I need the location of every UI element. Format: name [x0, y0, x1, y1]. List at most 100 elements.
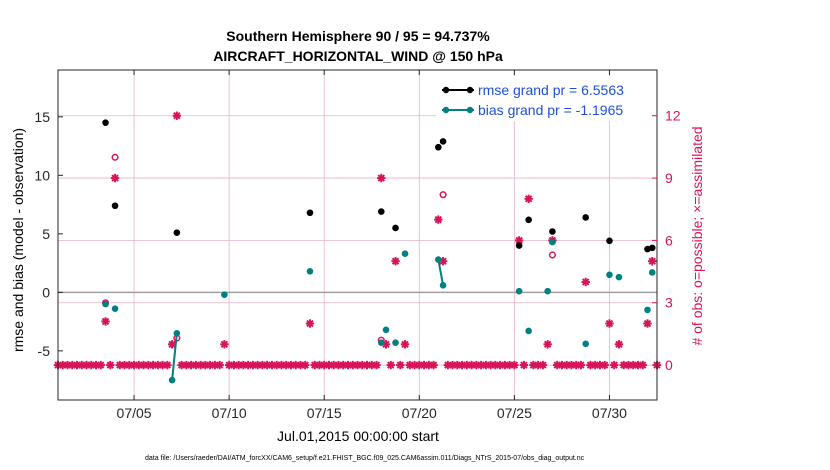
footnote: data file: /Users/raeder/DAI/ATM_forcXX/…	[145, 455, 585, 462]
bias-point	[102, 300, 109, 308]
assimilated-marker	[215, 360, 224, 370]
rmse-point	[439, 138, 447, 145]
bias-line-segment	[437, 259, 445, 286]
rmse-point	[549, 228, 556, 235]
rmse-point	[111, 202, 119, 210]
assimilated-marker	[106, 360, 115, 370]
assimilated-marker	[510, 360, 519, 370]
bias-point	[648, 269, 656, 276]
legend-bias-marker-right	[466, 106, 474, 114]
y-tick-label-right: 0	[665, 357, 673, 373]
rmse-point	[582, 214, 589, 221]
assimilated-marker	[377, 173, 386, 183]
rmse-point	[377, 208, 385, 215]
bias-point	[377, 339, 385, 346]
possible-marker	[111, 153, 119, 161]
x-axis-label: Jul.01,2015 00:00:00 start	[277, 428, 439, 444]
rmse-point	[306, 209, 314, 217]
rmse-point	[515, 242, 523, 249]
x-tick-label: 07/15	[307, 405, 342, 421]
bias-point	[515, 287, 523, 295]
legend-bias-marker-left	[442, 106, 450, 114]
bias-point	[168, 376, 176, 384]
assimilated-marker	[96, 360, 105, 370]
assimilated-marker	[429, 360, 438, 370]
bias-point	[401, 250, 409, 258]
bias-point	[544, 287, 551, 295]
assimilated-marker	[372, 360, 381, 370]
assimilated-marker	[163, 360, 172, 370]
rmse-point	[392, 224, 399, 232]
y-tick-label-left: 15	[34, 109, 50, 125]
bias-point	[582, 340, 589, 348]
legend-rmse-marker-right	[466, 86, 474, 94]
assimilated-marker	[524, 194, 533, 204]
y-tick-label-right: 6	[665, 232, 673, 248]
bias-line-segment	[171, 333, 178, 381]
chart-title-line2: AIRCRAFT_HORIZONTAL_WIND @ 150 hPa	[213, 48, 503, 64]
y-tick-label-left: -5	[38, 343, 51, 359]
y-tick-label-left: 0	[42, 284, 50, 300]
assimilated-marker	[391, 256, 400, 266]
legend-bias-label: bias grand pr = -1.1965	[478, 102, 623, 118]
bias-point	[606, 271, 613, 279]
legend-rmse-label: rmse grand pr = 6.5563	[478, 82, 624, 98]
x-tick-label: 07/10	[212, 405, 247, 421]
x-tick-label: 07/20	[402, 405, 437, 421]
assimilated-marker	[434, 215, 443, 224]
rmse-point	[173, 229, 181, 236]
bias-point	[111, 305, 119, 313]
bias-point	[549, 238, 556, 246]
bias-point	[173, 329, 181, 337]
plot-area	[53, 69, 662, 401]
assimilated-marker	[538, 360, 548, 370]
y-tick-label-right: 9	[665, 170, 673, 186]
y-tick-labels-left: -5 0 5 10 15	[34, 109, 50, 359]
assimilated-marker	[648, 256, 657, 266]
bias-point	[644, 306, 651, 314]
tick-marks	[58, 70, 657, 400]
assimilated-marker	[643, 319, 652, 328]
bias-point	[525, 327, 532, 335]
y-tick-label-right: 12	[665, 108, 681, 124]
assimilated-marker	[301, 360, 310, 370]
x-tick-label: 07/05	[117, 405, 152, 421]
assimilated-marker	[305, 319, 315, 328]
y-tick-label-left: 10	[34, 167, 50, 183]
rmse-point	[435, 143, 442, 151]
rmse-point	[525, 216, 532, 224]
bias-point	[382, 326, 390, 334]
x-tick-labels: 07/05 07/10 07/15 07/20 07/25 07/30	[117, 405, 628, 421]
x-tick-label: 07/25	[497, 405, 532, 421]
possible-marker	[439, 191, 447, 199]
rmse-point	[102, 119, 109, 126]
assimilated-marker	[110, 173, 120, 183]
y-tick-label-left: 5	[42, 226, 50, 242]
assimilated-marker	[581, 277, 590, 287]
assimilated-marker	[220, 340, 229, 349]
plot-frame	[57, 69, 658, 401]
bias-point	[615, 273, 623, 281]
assimilated-marker	[610, 360, 619, 370]
assimilated-marker	[396, 360, 405, 370]
assimilated-marker	[400, 340, 410, 349]
bias-point	[221, 291, 228, 298]
x-tick-label: 07/30	[592, 405, 627, 421]
assimilated-marker	[605, 319, 614, 328]
data-layer	[53, 111, 662, 384]
assimilated-marker	[638, 360, 647, 370]
assimilated-marker	[386, 360, 395, 370]
y-axis-label-left: rmse and bias (model - observation)	[10, 128, 26, 352]
assimilated-marker	[172, 111, 182, 120]
assimilated-marker	[576, 360, 586, 370]
y-tick-label-right: 3	[665, 295, 673, 311]
legend-rmse-marker-left	[442, 86, 450, 94]
y-axis-label-right: # of obs: o=possible; ×=assimilated	[689, 126, 705, 345]
y-tick-labels-right: 0 3 6 9 12	[665, 108, 681, 373]
legend-box	[436, 76, 652, 121]
assimilated-marker	[101, 317, 110, 326]
bias-point	[435, 256, 442, 263]
bias-point	[392, 339, 399, 346]
possible-marker	[548, 251, 556, 259]
